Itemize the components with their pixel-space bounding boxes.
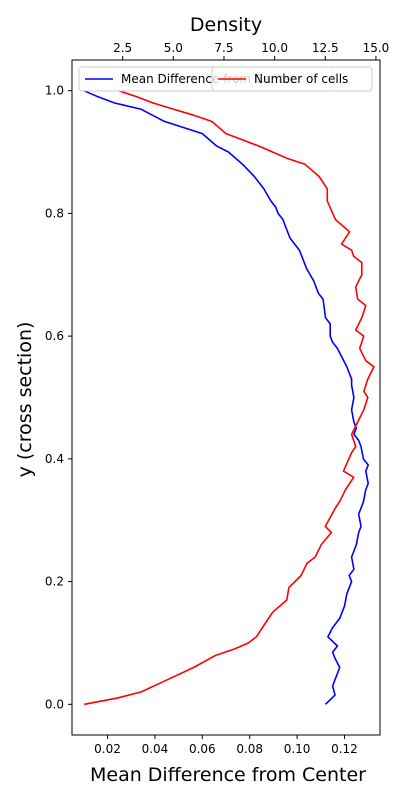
y-tick-label: 0.8 [45,206,64,220]
y-axis-title: y (cross section) [14,322,36,478]
top-tick-label: 12.5 [312,41,339,55]
bottom-tick-label: 0.12 [331,742,358,756]
legend-entry-2: Number of cells [212,67,372,91]
y-tick-label: 0.2 [45,575,64,589]
bottom-tick-label: 0.08 [236,742,263,756]
bottom-tick-label: 0.06 [189,742,216,756]
y-tick-label: 1.0 [45,84,64,98]
top-tick-label: 5.0 [164,41,183,55]
bottom-tick-label: 0.10 [284,742,311,756]
bottom-tick-label: 0.04 [142,742,169,756]
y-tick-label: 0.6 [45,329,64,343]
y-tick-label: 0.4 [45,452,64,466]
top-tick-label: 10.0 [261,41,288,55]
legend-label: Number of cells [254,72,348,86]
top-tick-label: 7.5 [214,41,233,55]
top-axis-title: Density [190,14,262,36]
top-tick-label: 2.5 [113,41,132,55]
bottom-axis-title: Mean Difference from Center [90,764,366,786]
bottom-tick-label: 0.02 [94,742,121,756]
y-tick-label: 0.0 [45,697,64,711]
top-tick-label: 15.0 [363,41,390,55]
